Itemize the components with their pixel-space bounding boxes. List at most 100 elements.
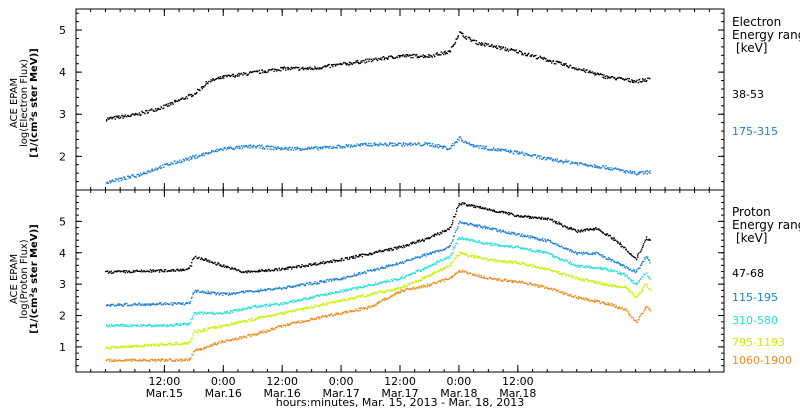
data-point	[456, 272, 458, 274]
data-point	[110, 358, 112, 361]
data-point	[570, 163, 572, 165]
data-point	[244, 73, 246, 75]
data-point	[633, 319, 636, 322]
data-point	[639, 267, 641, 269]
data-point	[180, 358, 182, 360]
data-point	[281, 287, 283, 290]
data-point	[546, 217, 549, 219]
data-point	[112, 360, 114, 362]
data-point	[325, 281, 327, 283]
data-point	[437, 233, 439, 235]
data-point	[600, 230, 602, 232]
data-point	[348, 258, 351, 260]
data-point	[249, 334, 251, 336]
data-point	[222, 324, 224, 326]
data-point	[310, 283, 312, 286]
data-point	[576, 162, 578, 164]
data-point	[392, 264, 394, 266]
data-point	[513, 247, 515, 249]
data-point	[321, 303, 324, 305]
data-point	[489, 243, 491, 245]
data-point	[602, 254, 604, 256]
data-point	[559, 259, 561, 261]
data-point	[233, 309, 235, 312]
data-point	[316, 281, 319, 284]
data-point	[573, 275, 575, 278]
data-point	[233, 322, 235, 324]
data-point	[383, 250, 385, 252]
data-point	[247, 145, 250, 147]
data-point	[188, 93, 190, 96]
data-point	[293, 309, 295, 311]
data-point	[246, 272, 248, 274]
data-point	[203, 328, 205, 330]
data-point	[546, 268, 548, 270]
data-point	[357, 286, 360, 288]
data-point	[496, 245, 499, 247]
data-point	[631, 171, 634, 173]
data-point	[502, 280, 504, 282]
data-point	[466, 239, 468, 241]
data-point	[112, 116, 115, 119]
data-point	[316, 305, 318, 307]
data-point	[618, 168, 621, 170]
data-point	[531, 216, 533, 218]
data-point	[479, 241, 481, 243]
data-point	[641, 312, 643, 315]
data-point	[280, 148, 283, 150]
data-point	[642, 312, 644, 314]
data-point	[484, 45, 486, 47]
data-point	[510, 260, 513, 262]
data-point	[541, 158, 543, 161]
data-point	[291, 268, 293, 270]
data-point	[337, 260, 339, 262]
data-point	[346, 310, 348, 313]
data-point	[558, 245, 560, 247]
data-point	[584, 230, 586, 232]
data-point	[228, 74, 230, 76]
data-point	[321, 315, 324, 317]
data-point	[312, 68, 314, 71]
data-point	[462, 32, 464, 35]
data-point	[641, 248, 643, 250]
data-point	[563, 260, 566, 262]
data-point	[491, 149, 494, 151]
data-point	[292, 286, 294, 288]
data-point	[210, 312, 212, 314]
data-point	[141, 304, 143, 306]
data-point	[152, 359, 155, 362]
data-point	[331, 280, 333, 282]
data-point	[529, 235, 531, 237]
data-point	[443, 51, 445, 54]
data-point	[319, 293, 321, 296]
data-point	[458, 270, 460, 272]
data-point	[386, 298, 388, 301]
data-point	[258, 271, 260, 273]
data-point	[561, 274, 563, 276]
data-point	[563, 225, 566, 227]
data-point	[185, 96, 187, 98]
data-point	[274, 288, 276, 290]
data-point	[143, 172, 146, 175]
data-point	[505, 49, 507, 52]
data-point	[561, 245, 563, 247]
data-point	[544, 240, 547, 242]
data-point	[234, 293, 236, 295]
data-point	[354, 310, 356, 312]
data-point	[272, 303, 274, 305]
data-point	[503, 259, 505, 262]
data-point	[515, 280, 517, 283]
data-point	[152, 343, 154, 345]
data-point	[521, 233, 523, 236]
data-point	[458, 136, 460, 138]
data-point	[455, 256, 458, 259]
data-point	[543, 56, 545, 59]
data-point	[354, 286, 356, 289]
data-point	[183, 160, 185, 162]
data-point	[387, 266, 389, 268]
data-point	[449, 277, 451, 279]
data-point	[230, 323, 232, 326]
data-point	[295, 321, 297, 324]
data-point	[541, 267, 543, 270]
data-point	[135, 325, 138, 327]
